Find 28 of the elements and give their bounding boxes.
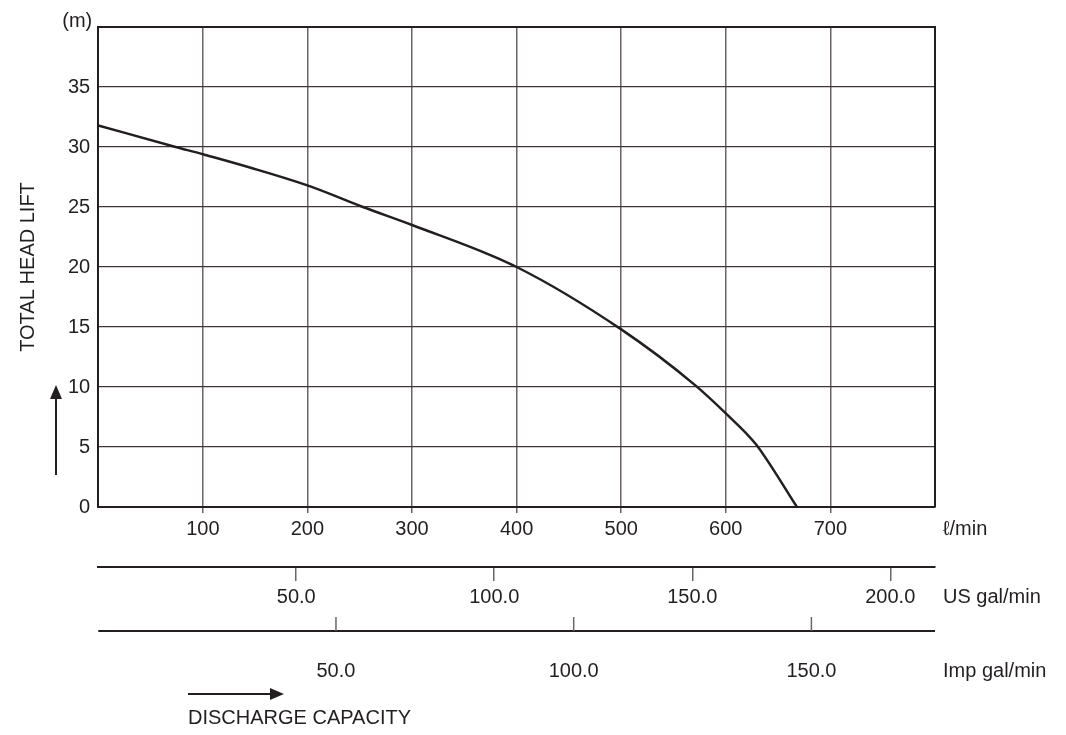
y-tick-label: 15: [68, 314, 91, 337]
text: DISCHARGE CAPACITY: [188, 705, 411, 728]
x-tick-label: 600: [709, 516, 743, 539]
text: Imp gal/min: [943, 658, 1047, 681]
x-tick-label: 300: [395, 516, 429, 539]
y-tick-label: 10: [68, 374, 91, 397]
x2-tick-label: 200.0: [865, 584, 916, 607]
text: 150.0: [786, 658, 837, 681]
x2-tick-label: 50.0: [276, 584, 316, 607]
y-tick-label: 30: [68, 134, 91, 157]
x-tick-label: 100: [186, 516, 220, 539]
x-axis-title: ℓ/min: [943, 516, 988, 539]
x-tick-label: 700: [813, 516, 848, 539]
y-tick-label: 0: [79, 494, 91, 517]
y-axis-title: TOTAL HEAD LIFT: [15, 182, 38, 352]
y-tick-label: 25: [68, 194, 91, 217]
y-tick-label: 35: [68, 74, 91, 97]
x2-axis-title: US gal/min: [943, 584, 1041, 607]
text: 100.0: [548, 658, 599, 681]
text: (m): [62, 8, 93, 31]
y-tick-label: 5: [79, 434, 91, 457]
x2-tick-label: 100.0: [469, 584, 520, 607]
x-tick-label: 500: [604, 516, 638, 539]
x-tick-label: 400: [499, 516, 534, 539]
y-tick-label: 20: [68, 254, 91, 277]
x2-tick-label: 150.0: [667, 584, 718, 607]
x-tick-label: 200: [290, 516, 325, 539]
text: 50.0: [316, 658, 356, 681]
